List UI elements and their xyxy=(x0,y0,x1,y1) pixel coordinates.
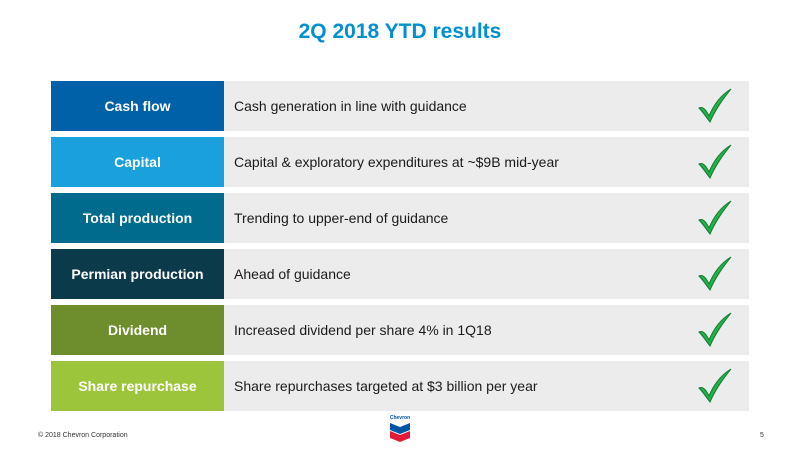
row-label-cash-flow: Cash flow xyxy=(51,81,224,131)
slide-title: 2Q 2018 YTD results xyxy=(298,20,502,43)
row-description: Cash generation in line with guidance xyxy=(234,98,467,114)
result-row: Total production Trending to upper-end o… xyxy=(51,193,749,243)
row-description: Trending to upper-end of guidance xyxy=(234,210,449,226)
chevron-logo-mark-icon xyxy=(390,423,410,442)
row-description: Ahead of guidance xyxy=(234,266,351,282)
result-row: Dividend Increased dividend per share 4%… xyxy=(51,305,749,355)
check-mark-icon xyxy=(679,305,749,355)
result-row: Cash flow Cash generation in line with g… xyxy=(51,81,749,131)
check-mark-icon xyxy=(679,81,749,131)
row-label-share-repurchase: Share repurchase xyxy=(51,361,224,411)
row-label-total-production: Total production xyxy=(51,193,224,243)
check-mark-icon xyxy=(679,249,749,299)
result-row: Share repurchase Share repurchases targe… xyxy=(51,361,749,411)
result-row: Permian production Ahead of guidance xyxy=(51,249,749,299)
logo-wordmark: Chevron xyxy=(389,415,411,421)
results-table: Cash flow Cash generation in line with g… xyxy=(51,81,749,417)
check-mark-icon xyxy=(679,137,749,187)
chevron-logo: Chevron xyxy=(381,415,419,445)
copyright-text: © 2018 Chevron Corporation xyxy=(38,432,128,439)
result-row: Capital Capital & exploratory expenditur… xyxy=(51,137,749,187)
row-description: Increased dividend per share 4% in 1Q18 xyxy=(234,322,492,338)
check-mark-icon xyxy=(679,361,749,411)
row-label-dividend: Dividend xyxy=(51,305,224,355)
page-number: 5 xyxy=(760,432,764,439)
row-description: Capital & exploratory expenditures at ~$… xyxy=(234,154,559,170)
row-description: Share repurchases targeted at $3 billion… xyxy=(234,378,538,394)
check-mark-icon xyxy=(679,193,749,243)
row-label-permian-production: Permian production xyxy=(51,249,224,299)
row-label-capital: Capital xyxy=(51,137,224,187)
